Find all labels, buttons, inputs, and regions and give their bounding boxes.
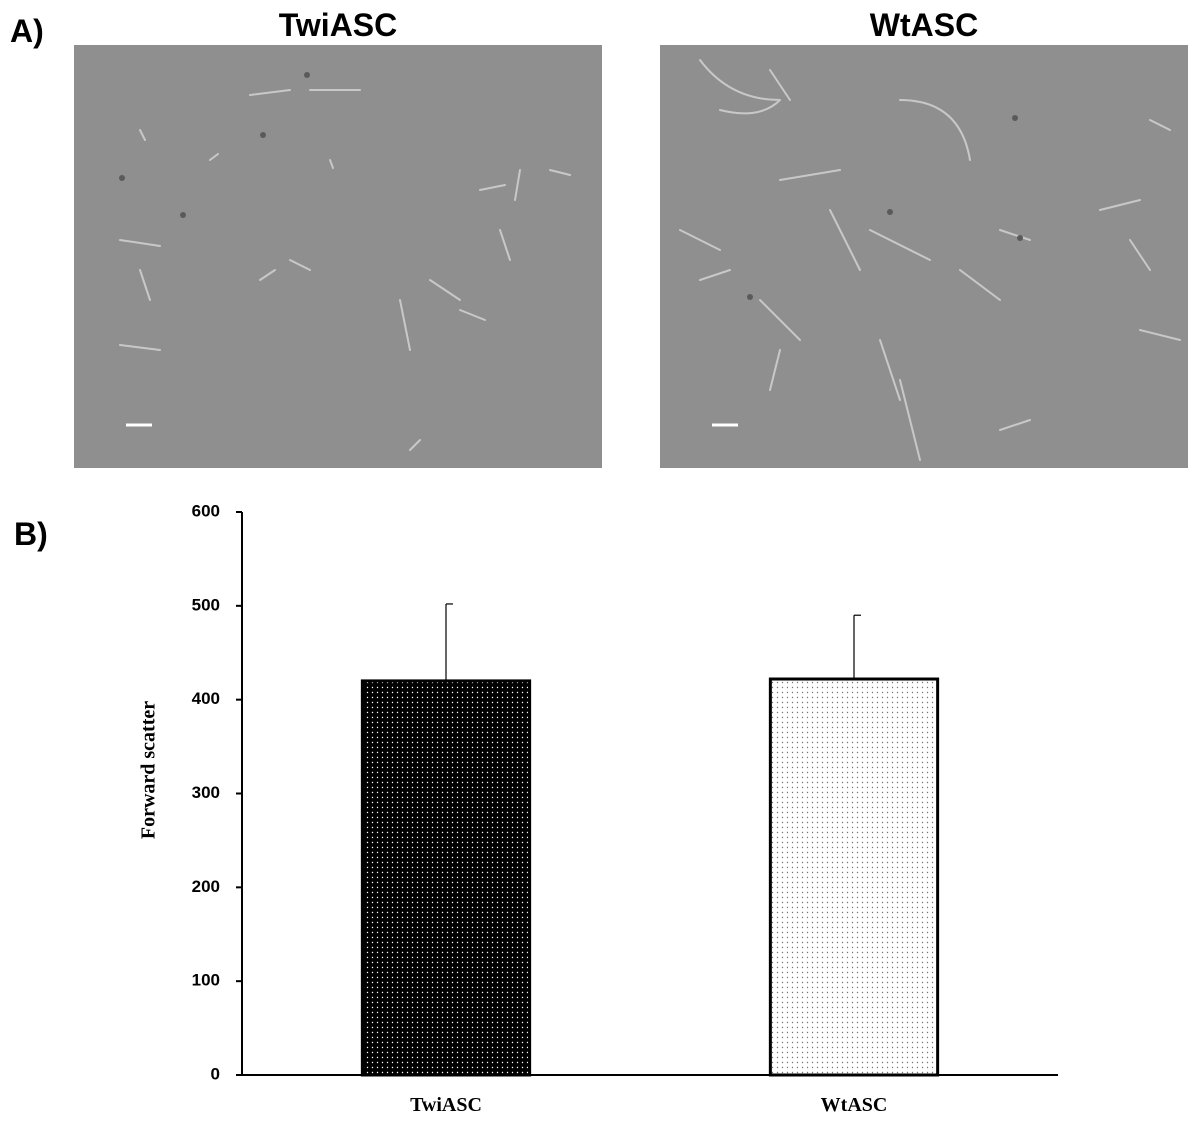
micrograph <box>660 45 1188 468</box>
image-title: TwiASC <box>279 7 398 43</box>
error-bar <box>445 603 453 681</box>
y-tick-label: 100 <box>192 971 220 990</box>
y-axis-label: Forward scatter <box>138 701 160 839</box>
x-tick-label: TwiASC <box>410 1094 482 1116</box>
x-tick-label: WtASC <box>821 1094 888 1116</box>
y-tick-label: 500 <box>192 595 220 614</box>
y-tick-label: 600 <box>192 501 220 520</box>
image-title: WtASC <box>870 7 978 43</box>
panel-label: B) <box>14 516 48 552</box>
error-bar <box>853 614 861 680</box>
micrograph <box>74 45 602 468</box>
y-tick-label: 400 <box>192 689 220 708</box>
bar <box>360 679 532 1077</box>
y-tick-label: 300 <box>192 783 220 802</box>
panel-label: A) <box>10 13 44 49</box>
y-tick-label: 200 <box>192 877 220 896</box>
bar <box>768 677 940 1077</box>
y-tick-label: 0 <box>211 1064 220 1083</box>
